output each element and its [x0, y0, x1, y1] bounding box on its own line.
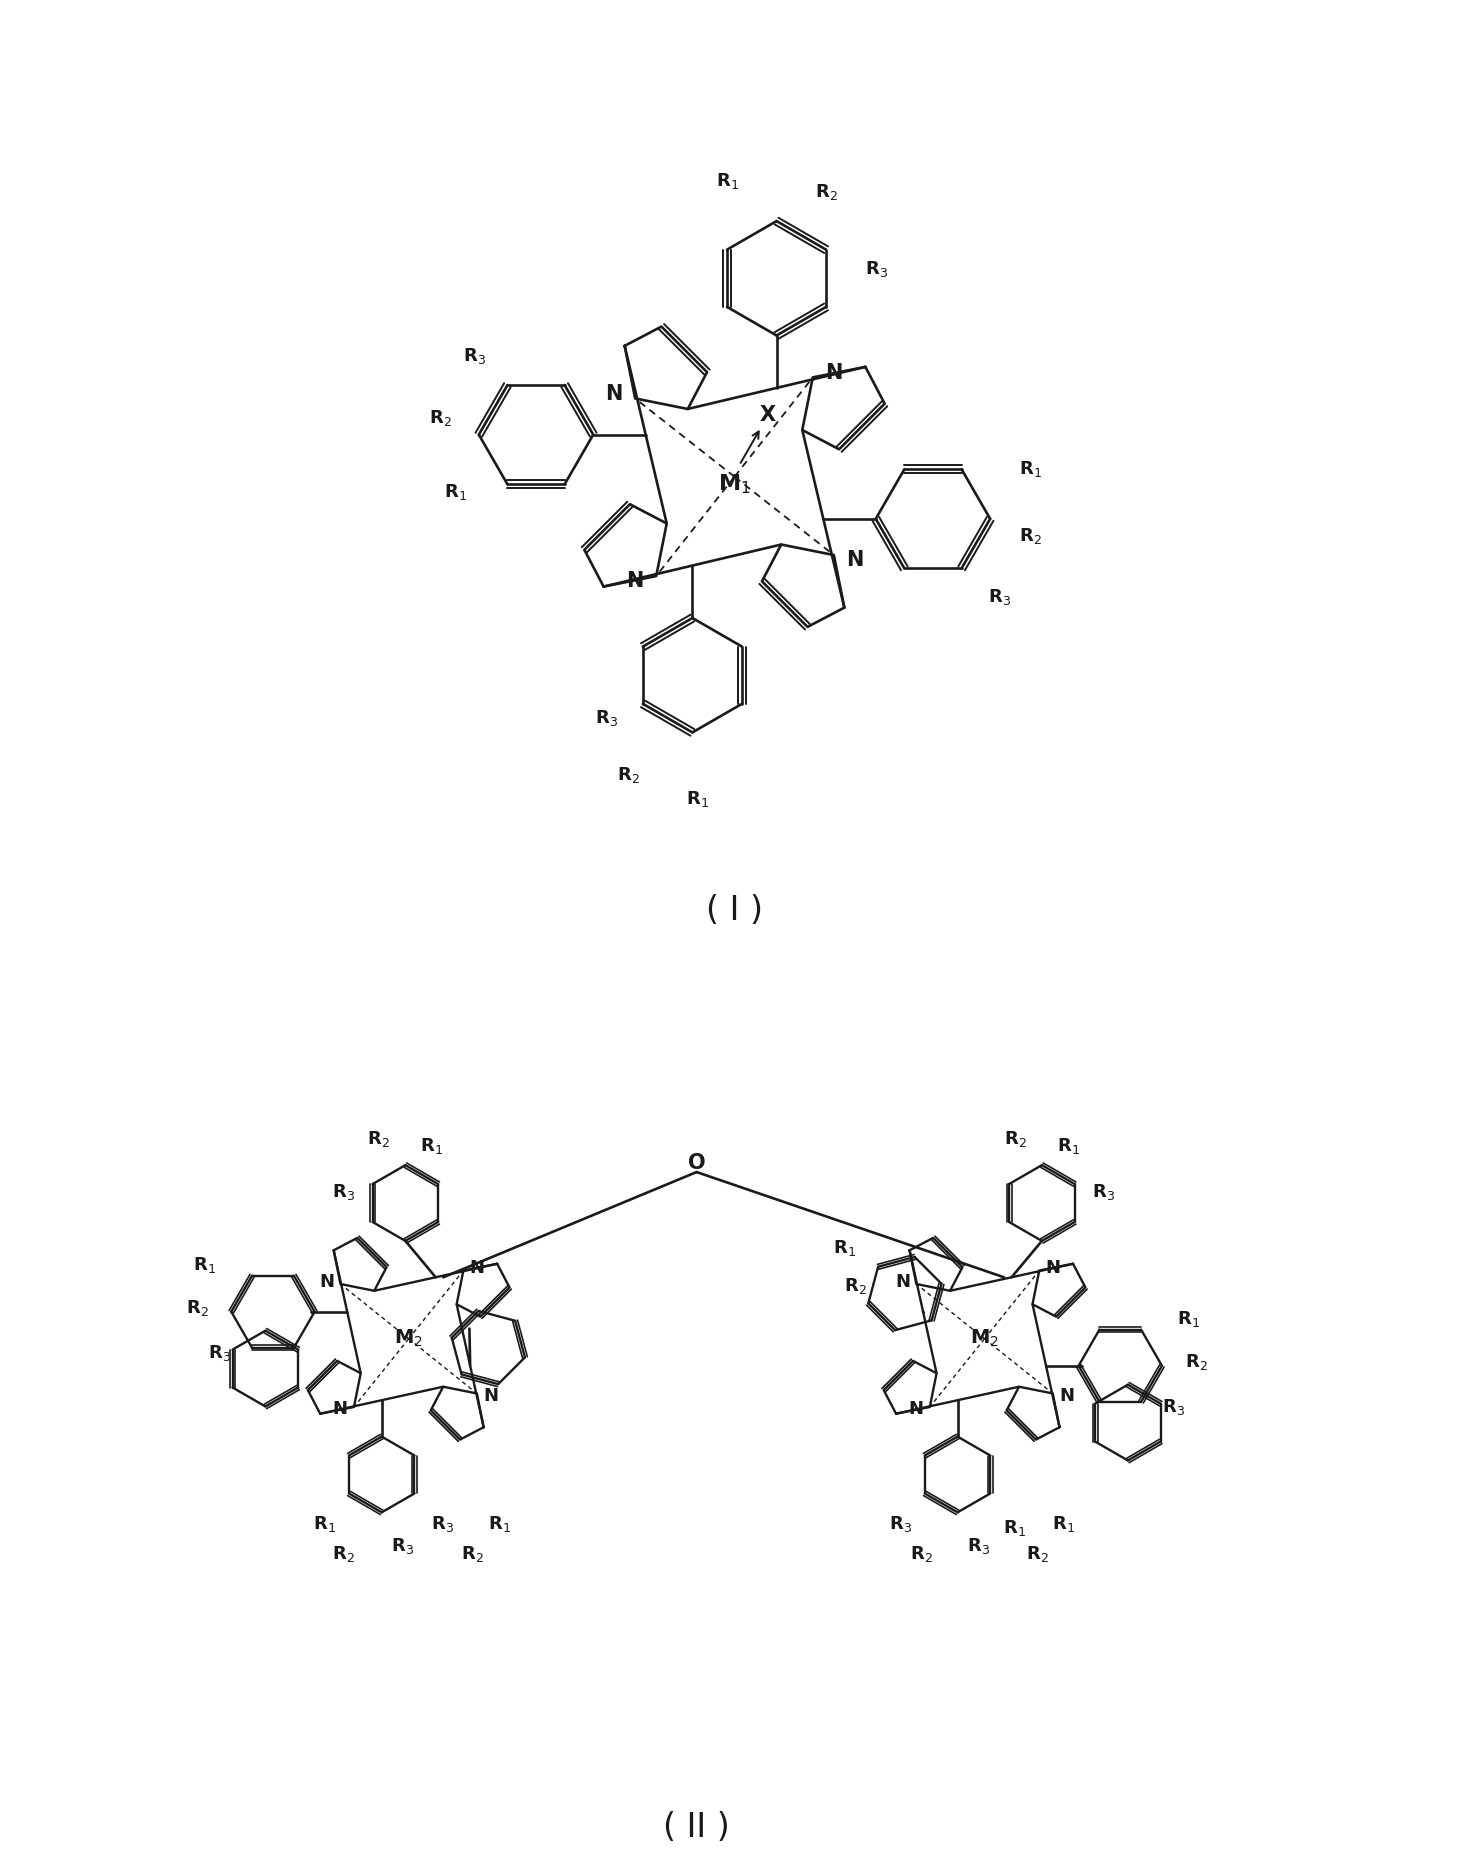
Text: R$_1$: R$_1$: [420, 1137, 444, 1157]
Text: R$_3$: R$_3$: [865, 260, 889, 278]
Text: ( II ): ( II ): [663, 1811, 730, 1845]
Text: R$_3$: R$_3$: [332, 1181, 354, 1201]
Text: R$_3$: R$_3$: [595, 708, 618, 729]
Text: N: N: [483, 1387, 498, 1405]
Text: N: N: [319, 1272, 335, 1290]
Text: R$_2$: R$_2$: [367, 1129, 391, 1149]
Text: R$_2$: R$_2$: [617, 766, 640, 786]
Text: R$_1$: R$_1$: [1003, 1518, 1025, 1537]
Text: N: N: [627, 571, 643, 591]
Text: M$_1$: M$_1$: [718, 473, 751, 497]
Text: R$_3$: R$_3$: [967, 1537, 990, 1557]
Text: R$_2$: R$_2$: [185, 1298, 209, 1318]
Text: R$_2$: R$_2$: [1003, 1129, 1027, 1149]
Text: R$_3$: R$_3$: [1162, 1398, 1185, 1418]
Text: R$_3$: R$_3$: [989, 588, 1011, 606]
Text: R$_1$: R$_1$: [1052, 1513, 1075, 1533]
Text: R$_1$: R$_1$: [313, 1513, 336, 1533]
Text: R$_3$: R$_3$: [391, 1537, 414, 1557]
Text: ( I ): ( I ): [707, 894, 762, 927]
Text: N: N: [470, 1259, 485, 1277]
Text: M$_2$: M$_2$: [394, 1327, 423, 1350]
Text: N: N: [909, 1400, 924, 1418]
Text: R$_1$: R$_1$: [488, 1513, 511, 1533]
Text: R$_2$: R$_2$: [1025, 1544, 1049, 1565]
Text: R$_3$: R$_3$: [1093, 1181, 1115, 1201]
Text: R$_1$: R$_1$: [686, 790, 708, 808]
Text: R$_3$: R$_3$: [889, 1513, 912, 1533]
Text: R$_1$: R$_1$: [1019, 460, 1042, 478]
Text: R$_2$: R$_2$: [461, 1544, 483, 1565]
Text: N: N: [826, 363, 842, 382]
Text: R$_3$: R$_3$: [209, 1344, 232, 1363]
Text: R$_1$: R$_1$: [194, 1255, 216, 1276]
Text: N: N: [1046, 1259, 1061, 1277]
Text: N: N: [605, 384, 623, 404]
Text: N: N: [846, 551, 864, 569]
Text: R$_2$: R$_2$: [332, 1544, 355, 1565]
Text: O: O: [687, 1153, 705, 1174]
Text: N: N: [895, 1272, 911, 1290]
Text: R$_1$: R$_1$: [1177, 1309, 1200, 1329]
Text: R$_3$: R$_3$: [463, 347, 486, 367]
Text: R$_1$: R$_1$: [1056, 1137, 1080, 1157]
Text: X: X: [759, 404, 776, 425]
Text: M$_2$: M$_2$: [970, 1327, 999, 1350]
Text: R$_2$: R$_2$: [845, 1276, 867, 1296]
Text: R$_2$: R$_2$: [429, 408, 452, 428]
Text: R$_1$: R$_1$: [715, 171, 739, 191]
Text: N: N: [1059, 1387, 1074, 1405]
Text: R$_2$: R$_2$: [1019, 527, 1042, 545]
Text: R$_3$: R$_3$: [430, 1513, 454, 1533]
Text: R$_2$: R$_2$: [1184, 1352, 1208, 1372]
Text: R$_1$: R$_1$: [833, 1238, 856, 1259]
Text: N: N: [333, 1400, 348, 1418]
Text: R$_2$: R$_2$: [815, 182, 837, 202]
Text: R$_1$: R$_1$: [445, 482, 467, 502]
Text: R$_2$: R$_2$: [909, 1544, 933, 1565]
